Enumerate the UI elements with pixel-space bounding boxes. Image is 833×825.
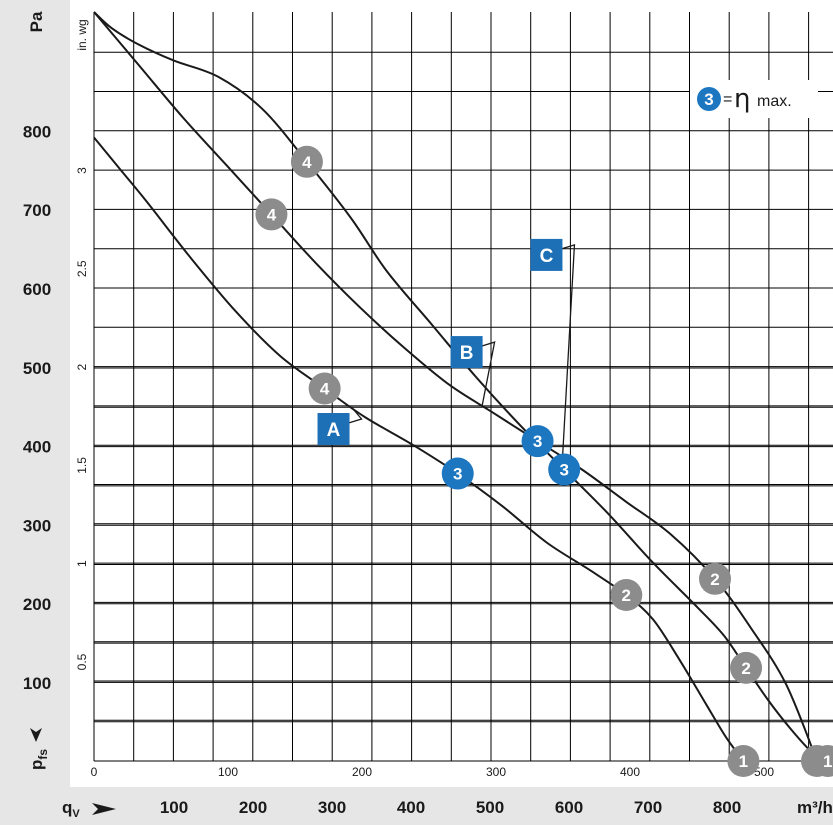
inwg-tick-labels: 0.5 1 1.5 2 2.5 3 <box>75 167 89 671</box>
pa-unit-label: Pa <box>27 11 46 32</box>
pa-tick-label: 800 <box>23 122 51 141</box>
qv-subscript: V <box>72 808 80 820</box>
m3h-unit-label: m³/h <box>797 798 833 817</box>
inwg-tick-label: 2.5 <box>75 260 89 277</box>
inwg-unit-label: in. wg <box>75 19 89 50</box>
curve-label-leaders <box>348 244 576 468</box>
pa-tick-label: 400 <box>23 438 51 457</box>
curve-label-leader <box>348 407 363 424</box>
cfm-tick-label: 0 <box>91 765 98 779</box>
operating-point-marker <box>699 562 732 595</box>
curve-label-box <box>450 336 483 369</box>
curve-label-leader <box>481 341 496 406</box>
curve-label-leader <box>561 244 576 468</box>
plot-area <box>94 12 833 761</box>
left-axis-band <box>0 0 70 787</box>
svg-text:qV: qV <box>62 798 80 820</box>
inwg-tick-label: 1 <box>75 560 89 567</box>
operating-point-marker <box>441 457 474 490</box>
pa-tick-label: 300 <box>23 516 51 535</box>
cfm-tick-labels: 0 100 200 300 400 500 <box>91 765 775 779</box>
operating-point-label: 3 <box>559 460 568 479</box>
pa-tick-label: 200 <box>23 595 51 614</box>
legend-equals: = <box>723 91 732 108</box>
m3h-tick-labels: 100 200 300 400 500 600 700 800 <box>160 798 741 817</box>
legend-marker-icon <box>697 87 721 111</box>
operating-point-marker <box>730 651 763 684</box>
qv-symbol: q <box>62 798 72 817</box>
operating-point-label: 4 <box>320 380 330 399</box>
m3h-tick-label: 100 <box>160 798 188 817</box>
operating-point-marker <box>255 198 288 231</box>
operating-point-markers: 123412341234 <box>255 145 833 777</box>
m3h-tick-label: 300 <box>318 798 346 817</box>
cfm-tick-label: 400 <box>620 765 640 779</box>
operating-point-marker <box>308 372 341 405</box>
legend-eta-symbol: η <box>734 84 750 114</box>
cfm-tick-label: 500 <box>754 765 774 779</box>
curve-label-text: C <box>540 246 554 267</box>
operating-point-label: 2 <box>710 570 719 589</box>
operating-point-label: 2 <box>622 586 631 605</box>
operating-point-label: 3 <box>453 465 462 484</box>
cfm-tick-label: 200 <box>352 765 372 779</box>
inwg-tick-label: 1.5 <box>75 457 89 474</box>
legend-marker-label: 3 <box>704 90 713 109</box>
pfs-arrow-icon <box>30 728 42 742</box>
svg-text:pfs: pfs <box>27 749 50 770</box>
m3h-tick-label: 800 <box>713 798 741 817</box>
pfs-subscript: fs <box>36 749 50 760</box>
operating-point-marker <box>548 453 581 486</box>
pa-tick-label: 100 <box>23 674 51 693</box>
operating-point-label: 3 <box>533 432 542 451</box>
m3h-tick-label: 700 <box>634 798 662 817</box>
pfs-axis-symbol: pfs <box>27 728 50 770</box>
qv-arrow-icon <box>92 803 116 815</box>
m3h-tick-label: 500 <box>476 798 504 817</box>
curve-b <box>93 11 818 762</box>
operating-point-marker <box>811 745 833 777</box>
qv-axis-symbol: qV <box>62 798 116 820</box>
curve-label-box <box>530 238 563 271</box>
curve-label-text: B <box>460 343 474 364</box>
pa-tick-label: 700 <box>23 201 51 220</box>
bottom-axis-band <box>0 787 833 825</box>
operating-point-marker <box>727 745 760 777</box>
curve-labels: A B C <box>317 238 563 446</box>
operating-point-label: 1 <box>823 752 832 771</box>
pfs-symbol: p <box>27 760 46 770</box>
legend-suffix: max. <box>757 93 792 110</box>
pa-tick-label: 500 <box>23 359 51 378</box>
inwg-tick-label: 2 <box>75 363 89 370</box>
pa-tick-label: 600 <box>23 280 51 299</box>
inwg-tick-label: 3 <box>75 167 89 174</box>
operating-point-label: 4 <box>267 205 277 224</box>
m3h-tick-label: 200 <box>239 798 267 817</box>
cfm-tick-label: 100 <box>218 765 238 779</box>
operating-point-label: 1 <box>739 752 748 771</box>
operating-point-marker <box>290 145 323 178</box>
pa-tick-labels: 100 200 300 400 500 600 700 800 <box>23 122 51 693</box>
legend: 3 = η max. <box>690 80 818 118</box>
operating-point-label: 2 <box>741 659 750 678</box>
curve-label-text: A <box>327 420 341 441</box>
m3h-tick-label: 600 <box>555 798 583 817</box>
cfm-tick-label: 300 <box>486 765 506 779</box>
curve-label-box <box>317 413 350 446</box>
grid-lines <box>93 12 833 762</box>
operating-point-marker <box>521 425 554 458</box>
m3h-tick-label: 400 <box>397 798 425 817</box>
operating-point-marker <box>610 579 643 612</box>
operating-point-label: 4 <box>302 153 312 172</box>
inwg-tick-label: 0.5 <box>75 653 89 670</box>
